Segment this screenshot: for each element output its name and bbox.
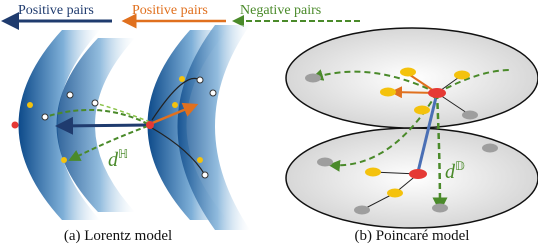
node xyxy=(197,77,203,83)
node xyxy=(317,158,333,167)
node xyxy=(210,90,216,96)
disk xyxy=(286,128,538,228)
node xyxy=(354,206,370,215)
node xyxy=(172,102,178,108)
node xyxy=(202,172,208,178)
node xyxy=(387,189,403,198)
disk xyxy=(286,28,538,128)
arrow xyxy=(58,125,148,126)
legend-label: Negative pairs xyxy=(240,3,321,18)
node xyxy=(409,169,427,179)
poincare-model: d𝔻 xyxy=(286,28,538,228)
node xyxy=(428,88,446,98)
node xyxy=(380,88,396,97)
legend-label: Positive pairs xyxy=(18,3,94,18)
distance-label: dℍ xyxy=(108,147,128,171)
node xyxy=(146,121,154,129)
arrow xyxy=(95,103,150,122)
caption: (b) Poincaré model xyxy=(355,228,470,244)
node xyxy=(432,204,448,213)
node xyxy=(179,76,185,82)
node xyxy=(400,68,416,77)
node xyxy=(454,71,470,80)
legend: Positive pairs Positive pairs Negative p… xyxy=(4,3,360,21)
caption: (a) Lorentz model xyxy=(64,228,172,244)
node xyxy=(414,106,430,115)
node xyxy=(42,114,48,120)
node xyxy=(27,102,33,108)
node xyxy=(462,111,478,120)
node xyxy=(305,74,321,83)
node xyxy=(365,168,381,177)
lorentz-model: dℍ xyxy=(12,25,251,230)
node xyxy=(67,92,73,98)
node xyxy=(197,157,203,163)
node xyxy=(92,100,98,106)
figure: Positive pairs Positive pairs Negative p… xyxy=(0,0,538,246)
node xyxy=(482,144,498,153)
node xyxy=(12,122,19,129)
node xyxy=(61,157,67,163)
legend-label: Positive pairs xyxy=(132,3,208,18)
